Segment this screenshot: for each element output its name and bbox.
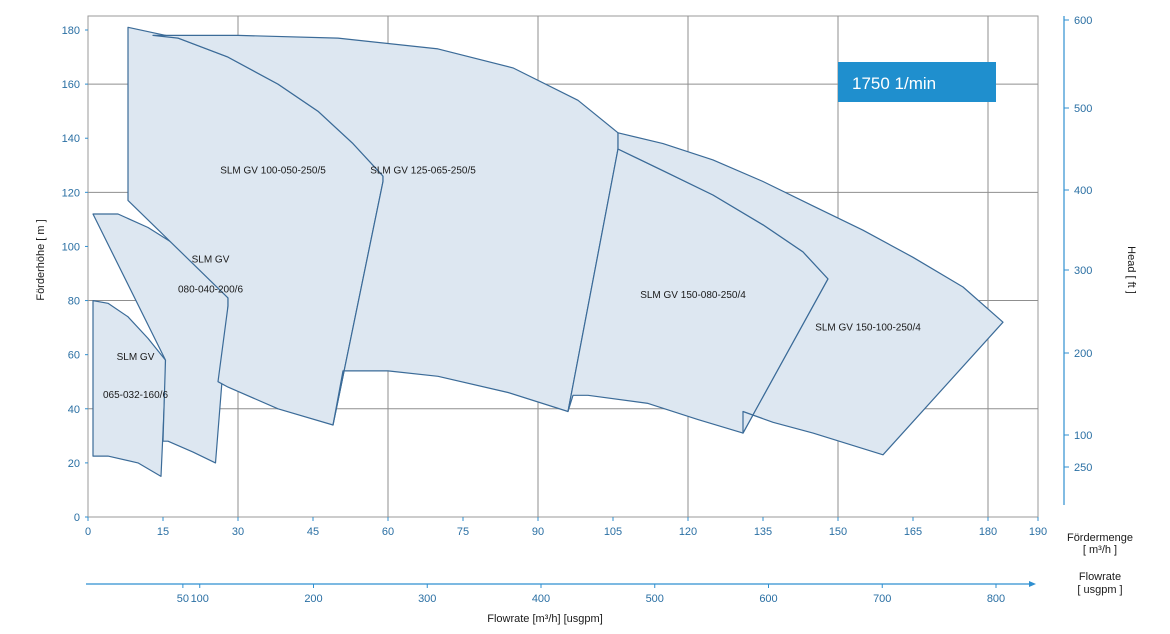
x2-tick-label: 50 [177,593,189,605]
axes: 0 20 40 60 80 100 120 140 160 180 0 15 30 45 60 75 90 105… [62,15,1093,605]
x-tick-label: 165 [904,526,922,538]
x-axis-label-line2: [ m³/h ] [1083,544,1117,556]
x-tick-label: 150 [829,526,847,538]
left-tick-label: 0 [74,512,80,524]
pump-regions [92,26,1004,477]
x-tick-label: 45 [307,526,319,538]
left-tick-label: 100 [62,241,80,253]
label-slm-gv-100-050-250-5: SLM GV 100-050-250/5 [220,165,326,176]
right-tick-label: 300 [1074,265,1092,277]
x-tick-label: 120 [679,526,697,538]
bottom-axis-label: Flowrate [m³/h] [usgpm] [487,613,603,625]
x2-tick-label: 800 [987,593,1005,605]
x-axis-label-line1: Fördermenge [1067,532,1133,544]
right-tick-label: 400 [1074,185,1092,197]
x2-tick-label: 400 [532,593,550,605]
x2-tick-label: 100 [191,593,209,605]
x2-tick-label: 700 [873,593,891,605]
x2-axis-label-line1: Flowrate [1079,571,1121,583]
x2-tick-label: 200 [304,593,322,605]
left-tick-label: 140 [62,133,80,145]
speed-badge-box [838,62,996,102]
region-labels: SLM GV 100-050-250/5 SLM GV 125-065-250/5… [103,165,921,401]
label-slm-gv-065-line2: 065-032-160/6 [103,390,168,401]
label-slm-gv-080-line1: SLM GV [192,255,230,266]
label-slm-gv-125-065-250-5: SLM GV 125-065-250/5 [370,165,476,176]
x-tick-label: 75 [457,526,469,538]
speed-badge-text: 1750 1/min [852,74,936,93]
x2-axis-label-line2: [ usgpm ] [1077,584,1122,596]
plot-frame [87,15,1039,518]
x2-tick-label: 600 [759,593,777,605]
speed-badge: 1750 1/min [838,62,996,102]
right-tick-label: 200 [1074,348,1092,360]
x-tick-label: 180 [979,526,997,538]
pump-region-6 [617,132,1004,456]
x-tick-label: 105 [604,526,622,538]
x-tick-label: 15 [157,526,169,538]
x-tick-label: 30 [232,526,244,538]
x-tick-label: 190 [1029,526,1047,538]
right-tick-label: 600 [1074,15,1092,27]
right-axis-label: Head [ ft ] [1125,246,1137,294]
label-slm-gv-065-line1: SLM GV [117,352,155,363]
label-slm-gv-150-080-250-4: SLM GV 150-080-250/4 [640,290,746,301]
right-tick-label: 100 [1074,430,1092,442]
left-tick-label: 120 [62,187,80,199]
right-tick-label: 250 [1074,462,1092,474]
x2-tick-label: 500 [646,593,664,605]
right-tick-label: 500 [1074,103,1092,115]
x2-tick-label: 300 [418,593,436,605]
x-tick-label: 135 [754,526,772,538]
left-tick-label: 20 [68,458,80,470]
x-tick-label: 60 [382,526,394,538]
x-tick-label: 90 [532,526,544,538]
left-tick-label: 40 [68,404,80,416]
left-axis-label: Förderhöhe [ m ] [35,219,47,300]
label-slm-gv-150-100-250-4: SLM GV 150-100-250/4 [815,322,921,333]
left-tick-label: 80 [68,296,80,308]
left-tick-label: 180 [62,25,80,37]
left-tick-label: 160 [62,79,80,91]
x-tick-label: 0 [85,526,91,538]
left-tick-label: 60 [68,350,80,362]
label-slm-gv-080-line2: 080-040-200/6 [178,284,243,295]
x2-axis-arrow [1029,581,1036,587]
pump-region-4 [152,34,619,426]
